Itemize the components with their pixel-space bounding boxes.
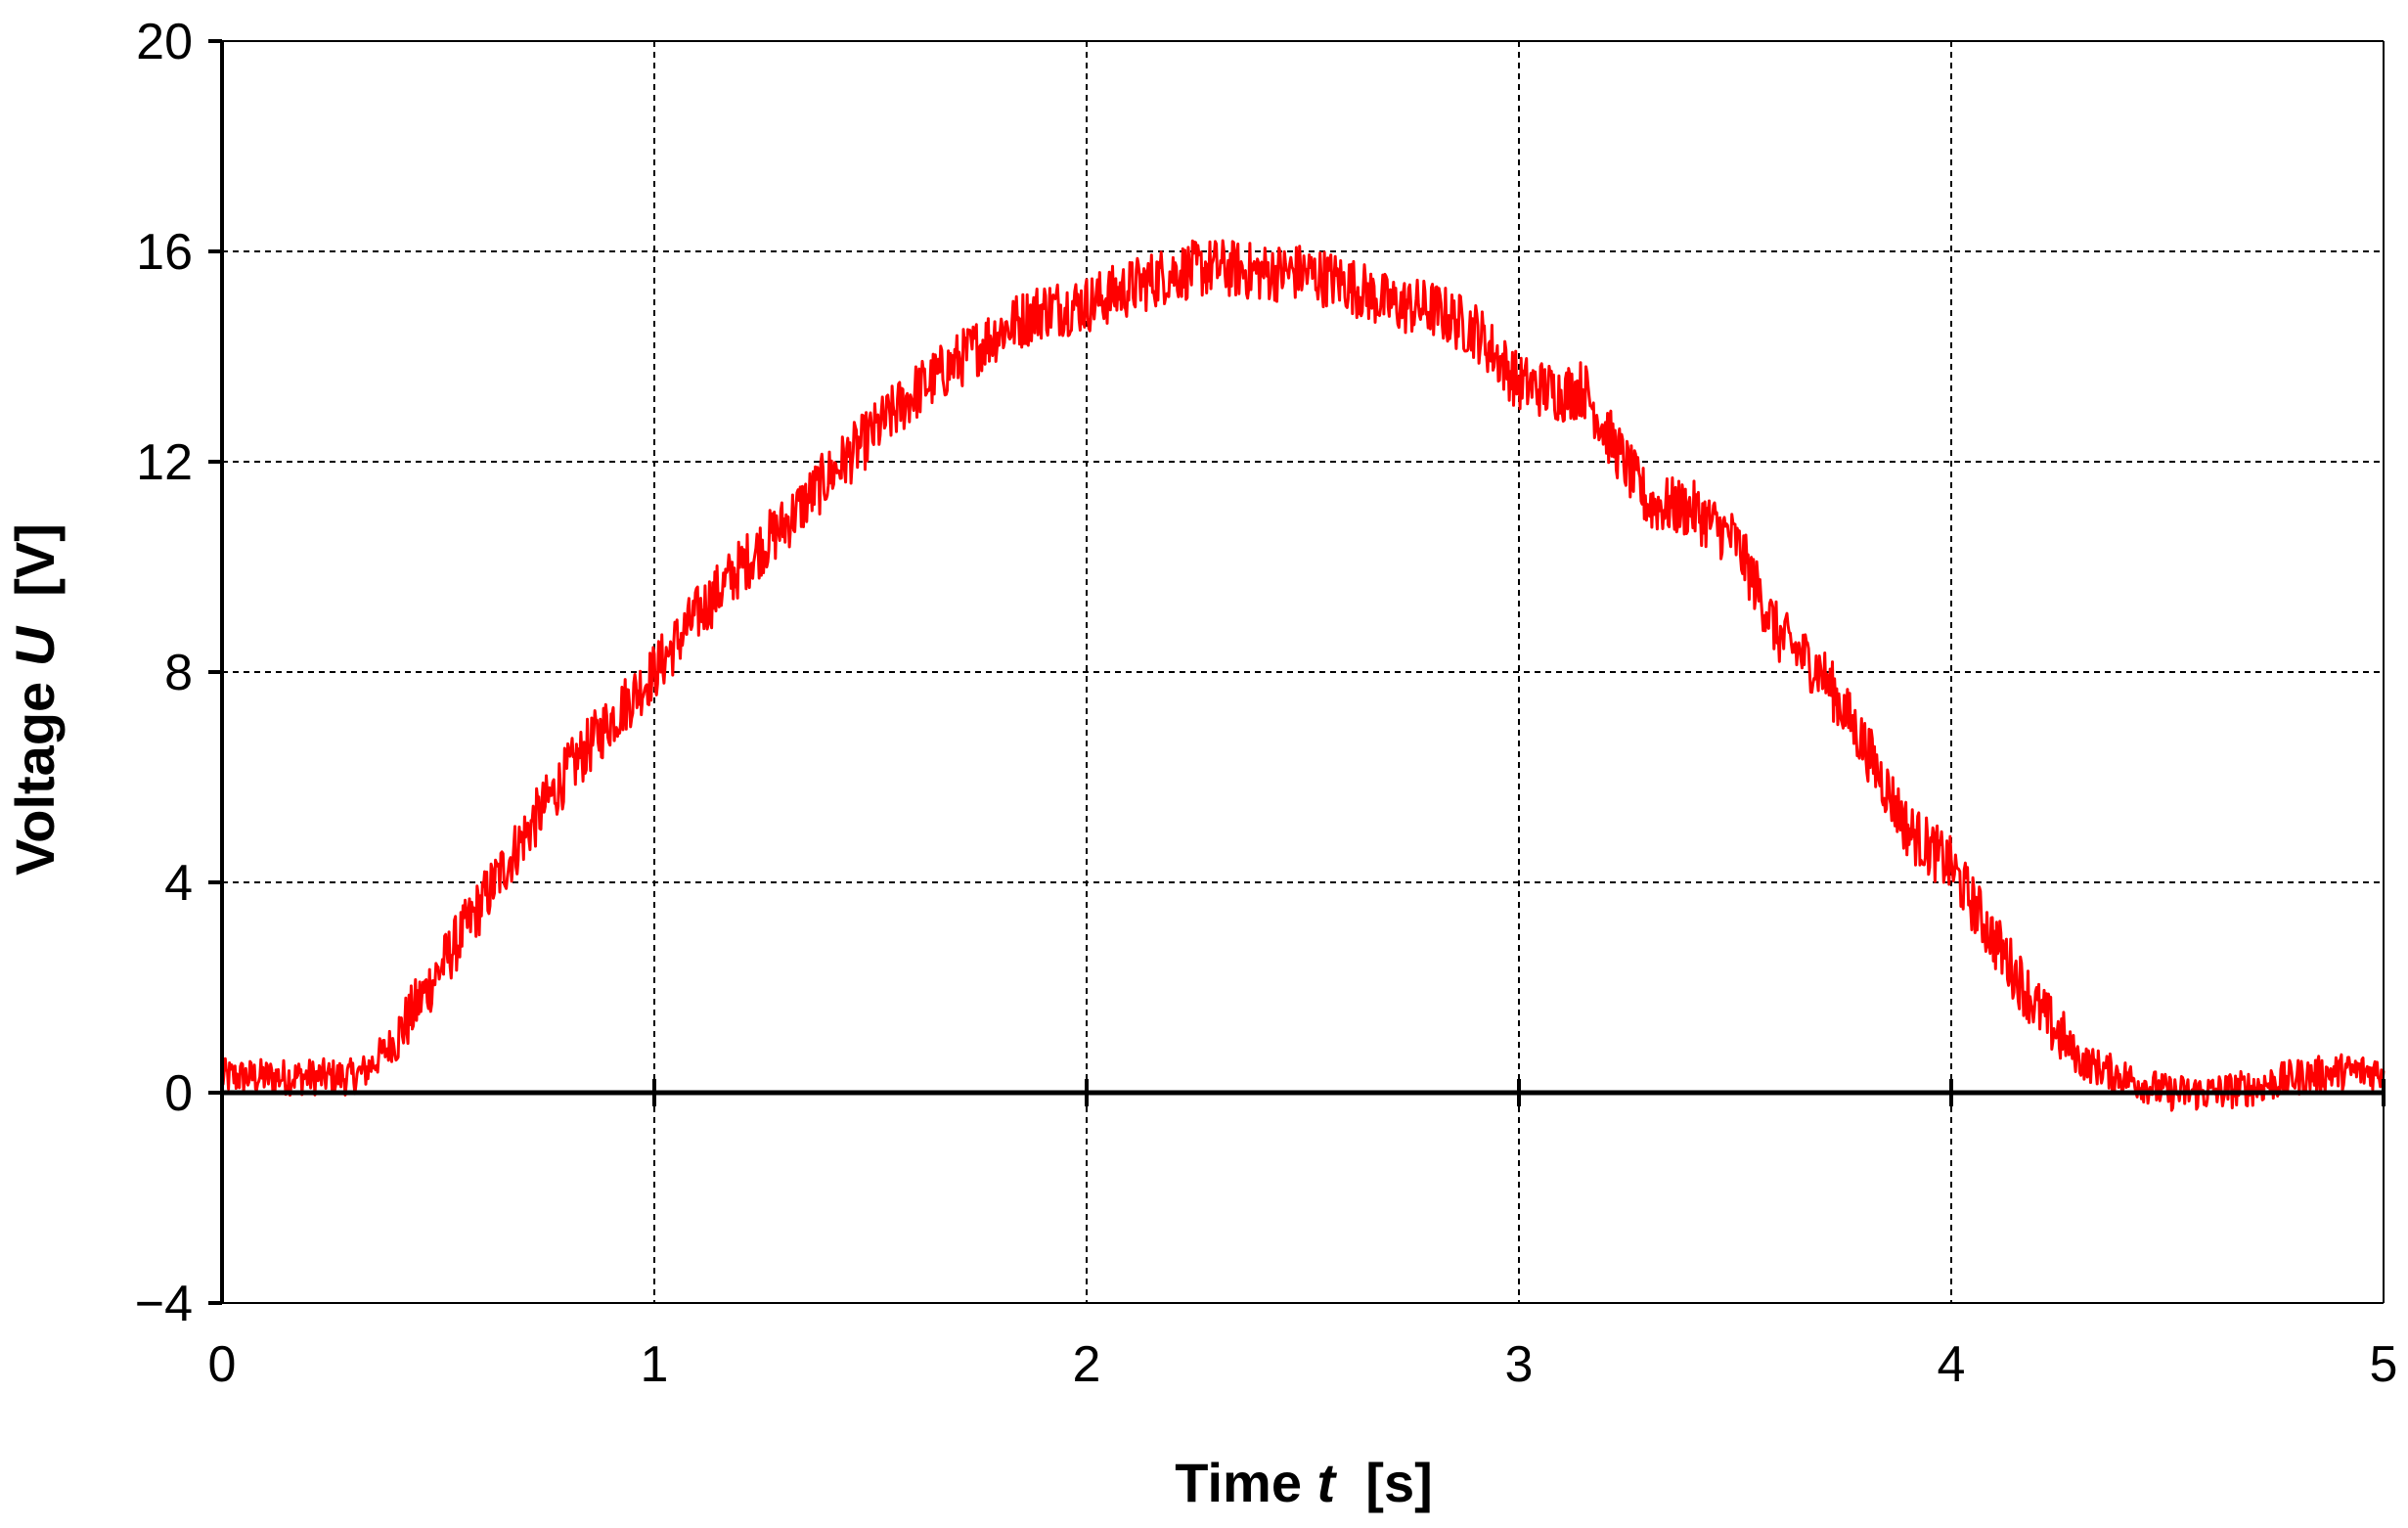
x-tick-label: 1: [641, 1336, 669, 1393]
x-tick-label: 5: [2370, 1336, 2398, 1393]
x-axis-title-prefix: Time: [1175, 1452, 1316, 1513]
y-axis-title-prefix: Voltage: [4, 666, 66, 876]
x-tick-label: 0: [208, 1336, 237, 1393]
x-tick-label: 2: [1073, 1336, 1101, 1393]
voltage-series-line: [220, 239, 2386, 1112]
y-tick-label: 0: [164, 1065, 193, 1122]
x-axis-title-symbol: t: [1317, 1452, 1338, 1513]
y-axis-title-symbol: U: [4, 625, 66, 666]
axes: [208, 39, 2386, 1305]
grid-lines: [222, 41, 2384, 1303]
y-tick-label: 4: [164, 855, 193, 912]
x-axis-title: Time t [s]: [1175, 1452, 1432, 1513]
y-axis-title: Voltage U [V]: [4, 523, 66, 876]
y-tick-label: 16: [136, 224, 193, 281]
y-tick-label: 8: [164, 645, 193, 701]
y-tick-label: 20: [136, 14, 193, 70]
y-axis-title-unit: [V]: [4, 523, 66, 627]
x-axis-title-unit: [s]: [1335, 1452, 1433, 1513]
y-tick-label: 12: [136, 434, 193, 491]
series-layer: [220, 239, 2386, 1112]
y-tick-label: −4: [135, 1276, 193, 1332]
x-tick-label: 4: [1938, 1336, 1966, 1393]
x-tick-label: 3: [1505, 1336, 1534, 1393]
